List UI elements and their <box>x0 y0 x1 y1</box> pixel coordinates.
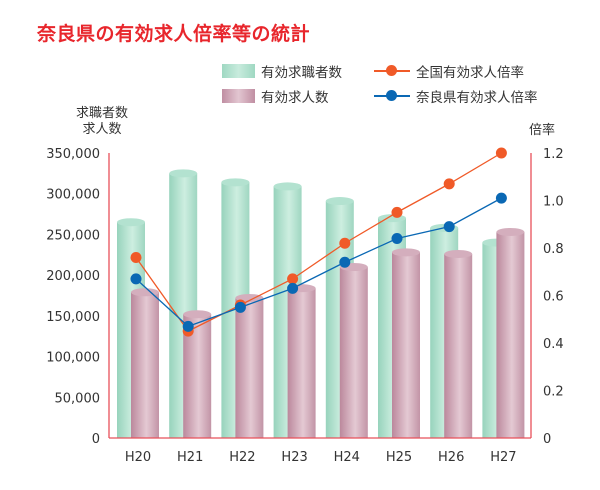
legend-item-openings: 有効求人数 <box>222 86 329 106</box>
right-axis-title: 倍率 <box>528 123 555 138</box>
bar-openings-H25-body <box>392 252 420 438</box>
legend-label-openings: 有効求人数 <box>261 90 329 106</box>
bar-seekers-H20-top <box>117 218 145 227</box>
x-tick-label: H21 <box>177 450 203 465</box>
y-tick-label: 150,000 <box>46 310 100 325</box>
bar-openings-H26-body <box>444 253 473 438</box>
national-ratio-point-H25 <box>391 206 403 218</box>
x-tick-label: H20 <box>125 450 151 465</box>
national-ratio-point-H24 <box>339 237 351 249</box>
left-axis-title-line1: 求職者数 <box>75 106 128 121</box>
national-ratio-point-H26 <box>443 178 455 190</box>
bar-openings-H21-top <box>183 310 212 319</box>
nara-ratio-point-H23 <box>287 282 299 294</box>
bar-openings-H25 <box>392 248 420 438</box>
legend-label-nara-ratio: 奈良県有効求人倍率 <box>416 90 538 106</box>
x-tick-label: H24 <box>334 450 360 465</box>
national-ratio-point-H20 <box>130 252 142 263</box>
bar-openings-H26 <box>444 249 473 438</box>
y2-tick-label: 0.6 <box>543 290 564 305</box>
x-tick-label: H27 <box>490 450 516 465</box>
x-tick-label: H25 <box>386 450 412 465</box>
nara-ratio-point-H27 <box>495 192 507 204</box>
y-tick-label: 300,000 <box>46 188 100 203</box>
bar-seekers-H23-top <box>273 182 302 191</box>
bar-openings-H26-top <box>444 249 473 258</box>
nara-ratio-point-H25 <box>391 233 403 244</box>
left-axis-title: 求職者数 求人数 <box>72 106 132 138</box>
y2-tick-label: 1.0 <box>543 195 564 210</box>
bar-openings-H22 <box>235 293 264 438</box>
y2-tick-label: 0.4 <box>543 337 564 352</box>
y-tick-label: 100,000 <box>46 351 100 366</box>
y-tick-label: 0 <box>92 432 100 447</box>
bar-openings-H22-body <box>235 297 264 438</box>
legend-marker-national-ratio <box>374 64 410 78</box>
y2-tick-label: 0 <box>543 432 551 447</box>
legend-marker-nara-ratio <box>374 89 410 103</box>
national-ratio-point-H27 <box>495 147 507 159</box>
left-axis-title-line2: 求人数 <box>82 122 122 137</box>
nara-ratio-point-H20 <box>130 273 142 285</box>
y2-tick-label: 1.2 <box>543 147 564 162</box>
tick-labels: 0 50,000 100,000 150,000 200,000 250,000 300,0… <box>46 147 563 465</box>
bar-openings-H24-body <box>339 267 368 438</box>
chart-title: 奈良県の有効求人倍率等の統計 <box>37 23 311 45</box>
legend-label-seekers: 有効求職者数 <box>261 65 342 81</box>
x-tick-label: H26 <box>438 450 464 465</box>
bar-openings-H20-body <box>131 292 159 438</box>
y-tick-label: 350,000 <box>46 147 100 162</box>
nara-ratio-point-H24 <box>339 256 351 268</box>
bar-openings-H25-top <box>392 248 420 257</box>
y2-tick-label: 0.2 <box>543 385 564 400</box>
x-tick-label: H22 <box>229 450 255 465</box>
legend-label-national-ratio: 全国有効求人倍率 <box>416 65 524 81</box>
nara-ratio-point-H26 <box>443 221 455 233</box>
bar-openings-H23-body <box>287 288 316 438</box>
axes <box>108 153 532 439</box>
ratio-lines <box>130 147 507 337</box>
y-tick-label: 200,000 <box>46 269 100 284</box>
bar-seekers-H24-top <box>325 197 354 206</box>
national-ratio-line <box>135 152 502 332</box>
legend-item-seekers: 有効求職者数 <box>222 61 342 81</box>
bar-openings-H23 <box>287 284 316 438</box>
bar-seekers-H22-top <box>221 178 250 187</box>
nara-ratio-line <box>135 197 502 328</box>
y2-tick-label: 0.8 <box>543 242 564 257</box>
bar-openings-H27-top <box>496 227 525 236</box>
national-ratio-point-H23 <box>287 273 299 285</box>
legend-swatch-seekers <box>222 64 255 78</box>
legend-item-national-ratio: 全国有効求人倍率 <box>374 61 524 81</box>
bar-openings-H24 <box>339 263 368 438</box>
bar-openings-H20-top <box>131 288 159 297</box>
nara-ratio-point-H21 <box>182 320 194 332</box>
bar-seekers-H21-top <box>169 169 198 178</box>
legend-swatch-openings <box>222 89 255 103</box>
nara-ratio-point-H22 <box>234 301 246 313</box>
y-tick-label: 250,000 <box>46 228 100 243</box>
x-tick-label: H23 <box>281 450 307 465</box>
bar-openings-H27 <box>496 227 525 438</box>
bar-openings-H20 <box>131 288 159 438</box>
y-tick-label: 50,000 <box>55 391 101 406</box>
legend-item-nara-ratio: 奈良県有効求人倍率 <box>374 86 538 106</box>
bar-openings-H27-body <box>496 231 525 438</box>
